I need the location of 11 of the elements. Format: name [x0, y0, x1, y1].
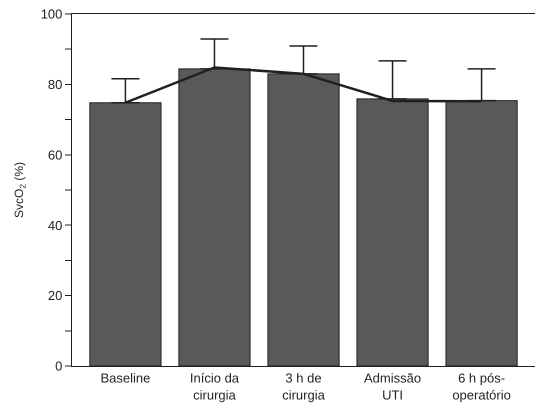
x-tick-label: Baseline	[100, 370, 150, 386]
y-tick-label: 100	[40, 6, 62, 22]
y-tick-label: 0	[55, 358, 62, 374]
y-tick-label: 60	[48, 147, 62, 162]
y-tick-label: 20	[48, 288, 62, 304]
x-tick-label: Início da cirurgia	[190, 370, 240, 402]
x-tick-label: 3 h de cirurgia	[282, 370, 326, 402]
y-tick-label: 40	[48, 218, 62, 233]
y-tick-label: 80	[48, 76, 62, 92]
x-tick-label: 6 h pós- operatório	[452, 370, 511, 402]
x-tick-label: Admissão UTI	[364, 370, 422, 402]
